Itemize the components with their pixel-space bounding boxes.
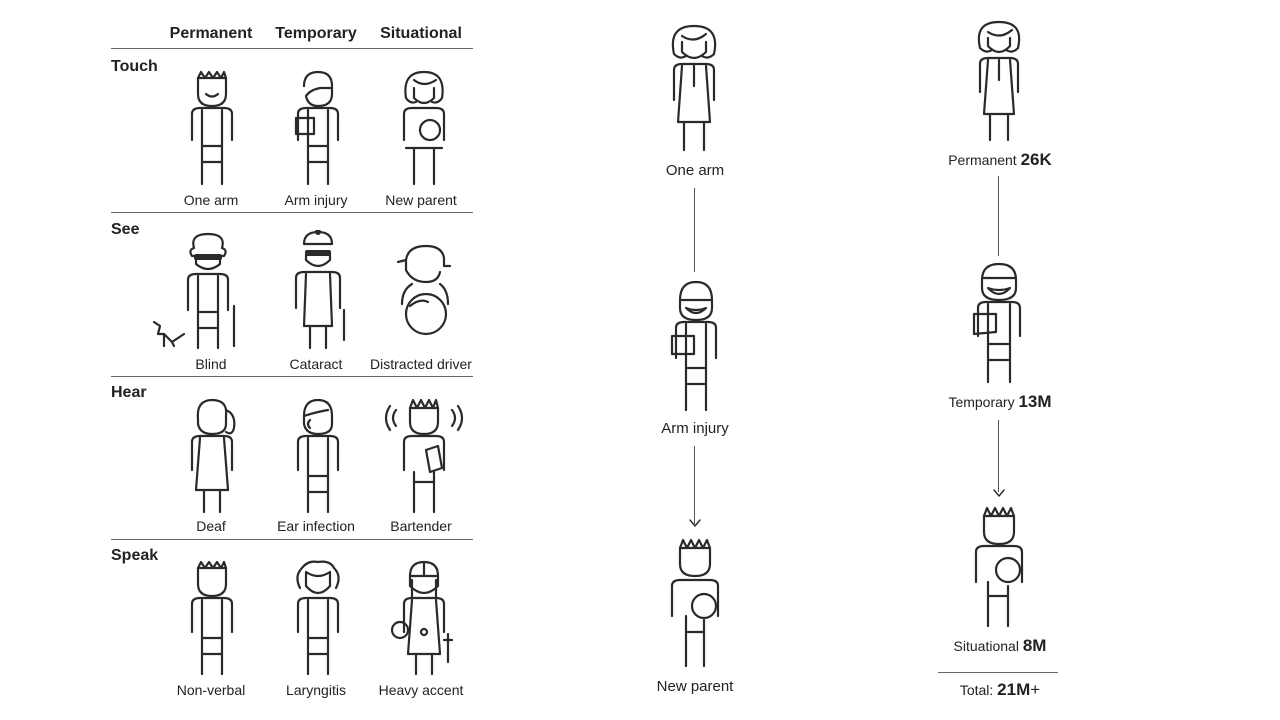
spectrum-arm-injury-icon [670,280,718,412]
blind-figure-icon [152,232,236,350]
count-situational: Situational 8M [900,636,1100,656]
divider [111,48,473,49]
count-situational-label: Situational [953,638,1019,654]
row-header-speak: Speak [111,547,159,564]
count-total-label: Total: [959,682,994,698]
new-parent-figure-icon [402,70,446,186]
divider [111,212,473,213]
caption-distracted-driver: Distracted driver [370,356,472,372]
spectrum-step-1-label: One arm [665,162,725,179]
count-temporary-icon [972,262,1022,384]
caption-new-parent: New parent [385,192,457,208]
arm-injury-figure-icon [294,70,340,186]
caption-deaf: Deaf [196,518,226,534]
row-header-hear: Hear [111,384,147,401]
count-permanent: Permanent 26K [900,150,1100,170]
count-permanent-icon [977,20,1021,142]
arrow-down-icon [689,519,701,527]
distracted-driver-figure-icon [396,244,452,336]
count-total: Total: 21M+ [900,680,1100,700]
count-temporary-value: 13M [1018,392,1052,411]
bartender-figure-icon [384,398,464,514]
divider [111,376,473,377]
heavy-accent-figure-icon [390,560,454,676]
spectrum-step-2-label: Arm injury [661,420,729,437]
count-temporary: Temporary 13M [900,392,1100,412]
col-header-situational: Situational [380,25,462,42]
caption-ear-infection: Ear infection [277,518,355,534]
connector-line [998,420,999,492]
row-header-see: See [111,221,140,238]
count-temporary-label: Temporary [948,394,1015,410]
total-divider [938,672,1058,673]
one-arm-figure-icon [190,70,234,186]
connector-line [998,176,999,256]
row-header-touch: Touch [111,58,158,75]
cataract-figure-icon [294,230,346,350]
spectrum-step-3-label: New parent [656,678,734,695]
connector-line [694,446,695,524]
count-permanent-label: Permanent [948,152,1017,168]
divider [111,539,473,540]
arrow-down-icon [993,489,1005,497]
deaf-figure-icon [190,398,236,514]
count-total-suffix: + [1030,680,1041,699]
spectrum-new-parent-icon [670,538,720,668]
laryngitis-figure-icon [296,560,340,676]
count-situational-icon [974,506,1024,628]
caption-arm-injury: Arm injury [284,192,348,208]
caption-laryngitis: Laryngitis [286,682,346,698]
caption-cataract: Cataract [289,356,343,372]
ear-infection-figure-icon [296,398,340,514]
spectrum-one-arm-icon [671,24,717,152]
caption-blind: Blind [195,356,227,372]
non-verbal-figure-icon [190,560,234,676]
count-permanent-value: 26K [1020,150,1052,169]
caption-heavy-accent: Heavy accent [378,682,464,698]
connector-line [694,188,695,272]
caption-bartender: Bartender [390,518,452,534]
count-situational-value: 8M [1022,636,1047,655]
col-header-temporary: Temporary [275,25,357,42]
col-header-permanent: Permanent [169,25,253,42]
count-total-value: 21M [997,680,1031,699]
caption-one-arm: One arm [183,192,239,208]
caption-non-verbal: Non-verbal [176,682,246,698]
